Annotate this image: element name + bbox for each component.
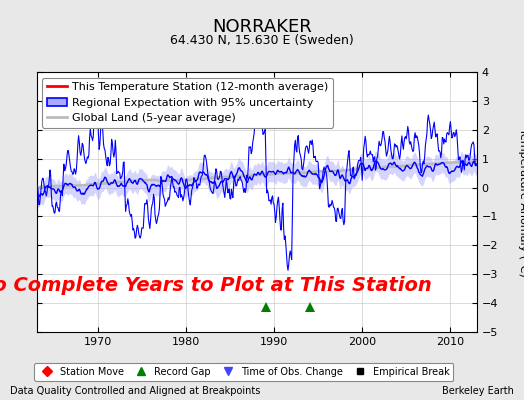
Text: NORRAKER: NORRAKER xyxy=(212,18,312,36)
Y-axis label: Temperature Anomaly (°C): Temperature Anomaly (°C) xyxy=(518,128,524,276)
Text: 64.430 N, 15.630 E (Sweden): 64.430 N, 15.630 E (Sweden) xyxy=(170,34,354,47)
Text: No Complete Years to Plot at This Station: No Complete Years to Plot at This Statio… xyxy=(0,276,431,295)
Text: Berkeley Earth: Berkeley Earth xyxy=(442,386,514,396)
Legend: Station Move, Record Gap, Time of Obs. Change, Empirical Break: Station Move, Record Gap, Time of Obs. C… xyxy=(34,363,453,381)
Text: Data Quality Controlled and Aligned at Breakpoints: Data Quality Controlled and Aligned at B… xyxy=(10,386,261,396)
